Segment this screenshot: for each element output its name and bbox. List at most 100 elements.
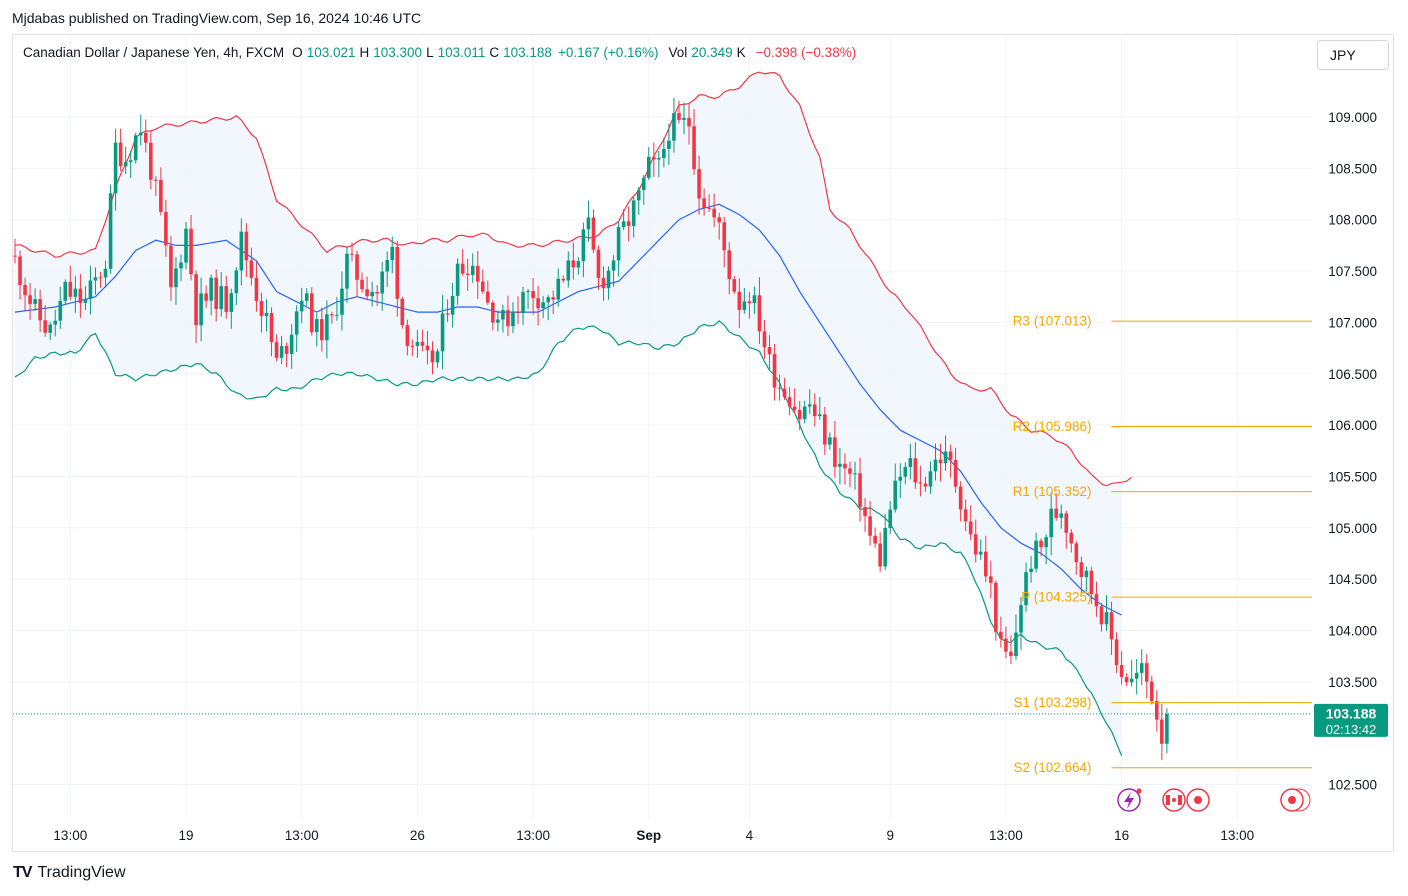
candle-body — [1024, 572, 1028, 606]
candle — [818, 396, 822, 420]
candle-body — [968, 521, 973, 535]
y-tick-label: 105.500 — [1328, 469, 1377, 484]
candle-body — [214, 277, 218, 310]
candle-body — [475, 265, 480, 282]
legend-low-label: L — [426, 45, 434, 60]
candle — [420, 329, 425, 352]
candle-body — [757, 295, 762, 332]
candle — [1149, 675, 1154, 705]
candle-body — [284, 345, 289, 355]
bollinger-band-fill — [15, 70, 1122, 754]
candle — [470, 253, 475, 283]
candle-body — [928, 471, 933, 487]
candle — [355, 250, 359, 298]
candle-body — [923, 483, 928, 487]
candle — [601, 266, 606, 301]
candle — [812, 393, 817, 427]
candle-body — [732, 279, 737, 292]
legend-symbol[interactable]: Canadian Dollar / Japanese Yen, 4h, FXCM — [23, 45, 285, 60]
pivot-label: S1 (103.298) — [1013, 695, 1091, 710]
bollinger-lower — [14, 320, 1123, 757]
candle-body — [73, 288, 78, 297]
candle-body — [309, 293, 314, 333]
x-tick-label: 13:00 — [989, 828, 1023, 843]
candle — [435, 348, 440, 368]
candle-body — [1074, 543, 1079, 563]
candles — [13, 97, 1169, 761]
candle-body — [1079, 562, 1084, 577]
candle — [154, 176, 158, 196]
candle — [702, 188, 706, 216]
candle — [309, 287, 314, 336]
candle — [898, 463, 903, 499]
candle — [913, 442, 918, 489]
footer-brand-label: TradingView — [37, 864, 126, 881]
x-axis: 13:00 19 13:00 26 13:00 Sep 4 9 13:00 16 13:00 — [53, 828, 1254, 843]
x-tick-label: 9 — [886, 828, 894, 843]
candle — [1139, 649, 1144, 686]
tradingview-logo-icon: TV — [13, 864, 32, 881]
last-price-badge — [1314, 703, 1388, 737]
candle-body — [933, 459, 938, 472]
candle — [652, 142, 656, 177]
candle — [1029, 555, 1033, 583]
candle-body — [1104, 612, 1109, 625]
candle-body — [807, 404, 812, 407]
candle-body — [1139, 663, 1144, 673]
candle-body — [611, 260, 616, 271]
candle — [687, 103, 691, 145]
plot-area — [13, 70, 1169, 761]
candle-body — [697, 169, 701, 199]
candle-body — [1134, 672, 1139, 679]
candle-body — [1089, 570, 1094, 595]
japan-flag-event-icon — [1280, 788, 1311, 812]
currency-button[interactable]: JPY — [1317, 40, 1389, 70]
candle — [1024, 562, 1028, 612]
candle — [194, 270, 198, 344]
candle-body — [18, 256, 22, 286]
candle-body — [536, 298, 540, 309]
candle-body — [1099, 606, 1104, 625]
candle-body — [687, 117, 691, 127]
candle-body — [420, 341, 425, 346]
candle-body — [903, 466, 908, 477]
candle — [365, 276, 369, 301]
candle — [1099, 602, 1104, 632]
candle-body — [1034, 540, 1038, 569]
candle-body — [23, 285, 27, 296]
candle — [390, 236, 395, 274]
candle — [98, 271, 103, 288]
candle — [496, 310, 500, 332]
footer-brand[interactable]: TV TradingView — [13, 864, 126, 882]
candle-body — [868, 516, 872, 536]
candle — [933, 443, 938, 481]
candle-body — [561, 278, 566, 281]
candle — [1084, 566, 1089, 592]
candle-body — [989, 576, 993, 583]
candle-body — [390, 246, 395, 261]
candle — [1034, 532, 1038, 573]
candle — [727, 242, 732, 295]
candle — [128, 150, 133, 178]
candle — [209, 274, 213, 316]
candle-body — [818, 414, 822, 417]
candle — [385, 251, 390, 287]
candle — [1089, 566, 1094, 604]
candle-body — [943, 451, 948, 464]
x-tick-label: 4 — [746, 828, 754, 843]
candle-body — [415, 341, 420, 346]
candle — [58, 286, 63, 329]
legend-open: 103.021 — [306, 45, 356, 60]
candle-body — [823, 414, 827, 445]
candle-body — [606, 270, 611, 289]
candle — [928, 461, 933, 494]
legend-vol-change: −0.398 (−0.38%) — [755, 45, 857, 60]
candle-body — [1019, 605, 1023, 633]
lightning-glyph — [1124, 792, 1134, 809]
candle-body — [938, 459, 943, 464]
candle-body — [586, 217, 591, 230]
candle-body — [83, 298, 88, 303]
canada-flag-event-icon — [1162, 788, 1186, 812]
candle — [1155, 689, 1159, 732]
